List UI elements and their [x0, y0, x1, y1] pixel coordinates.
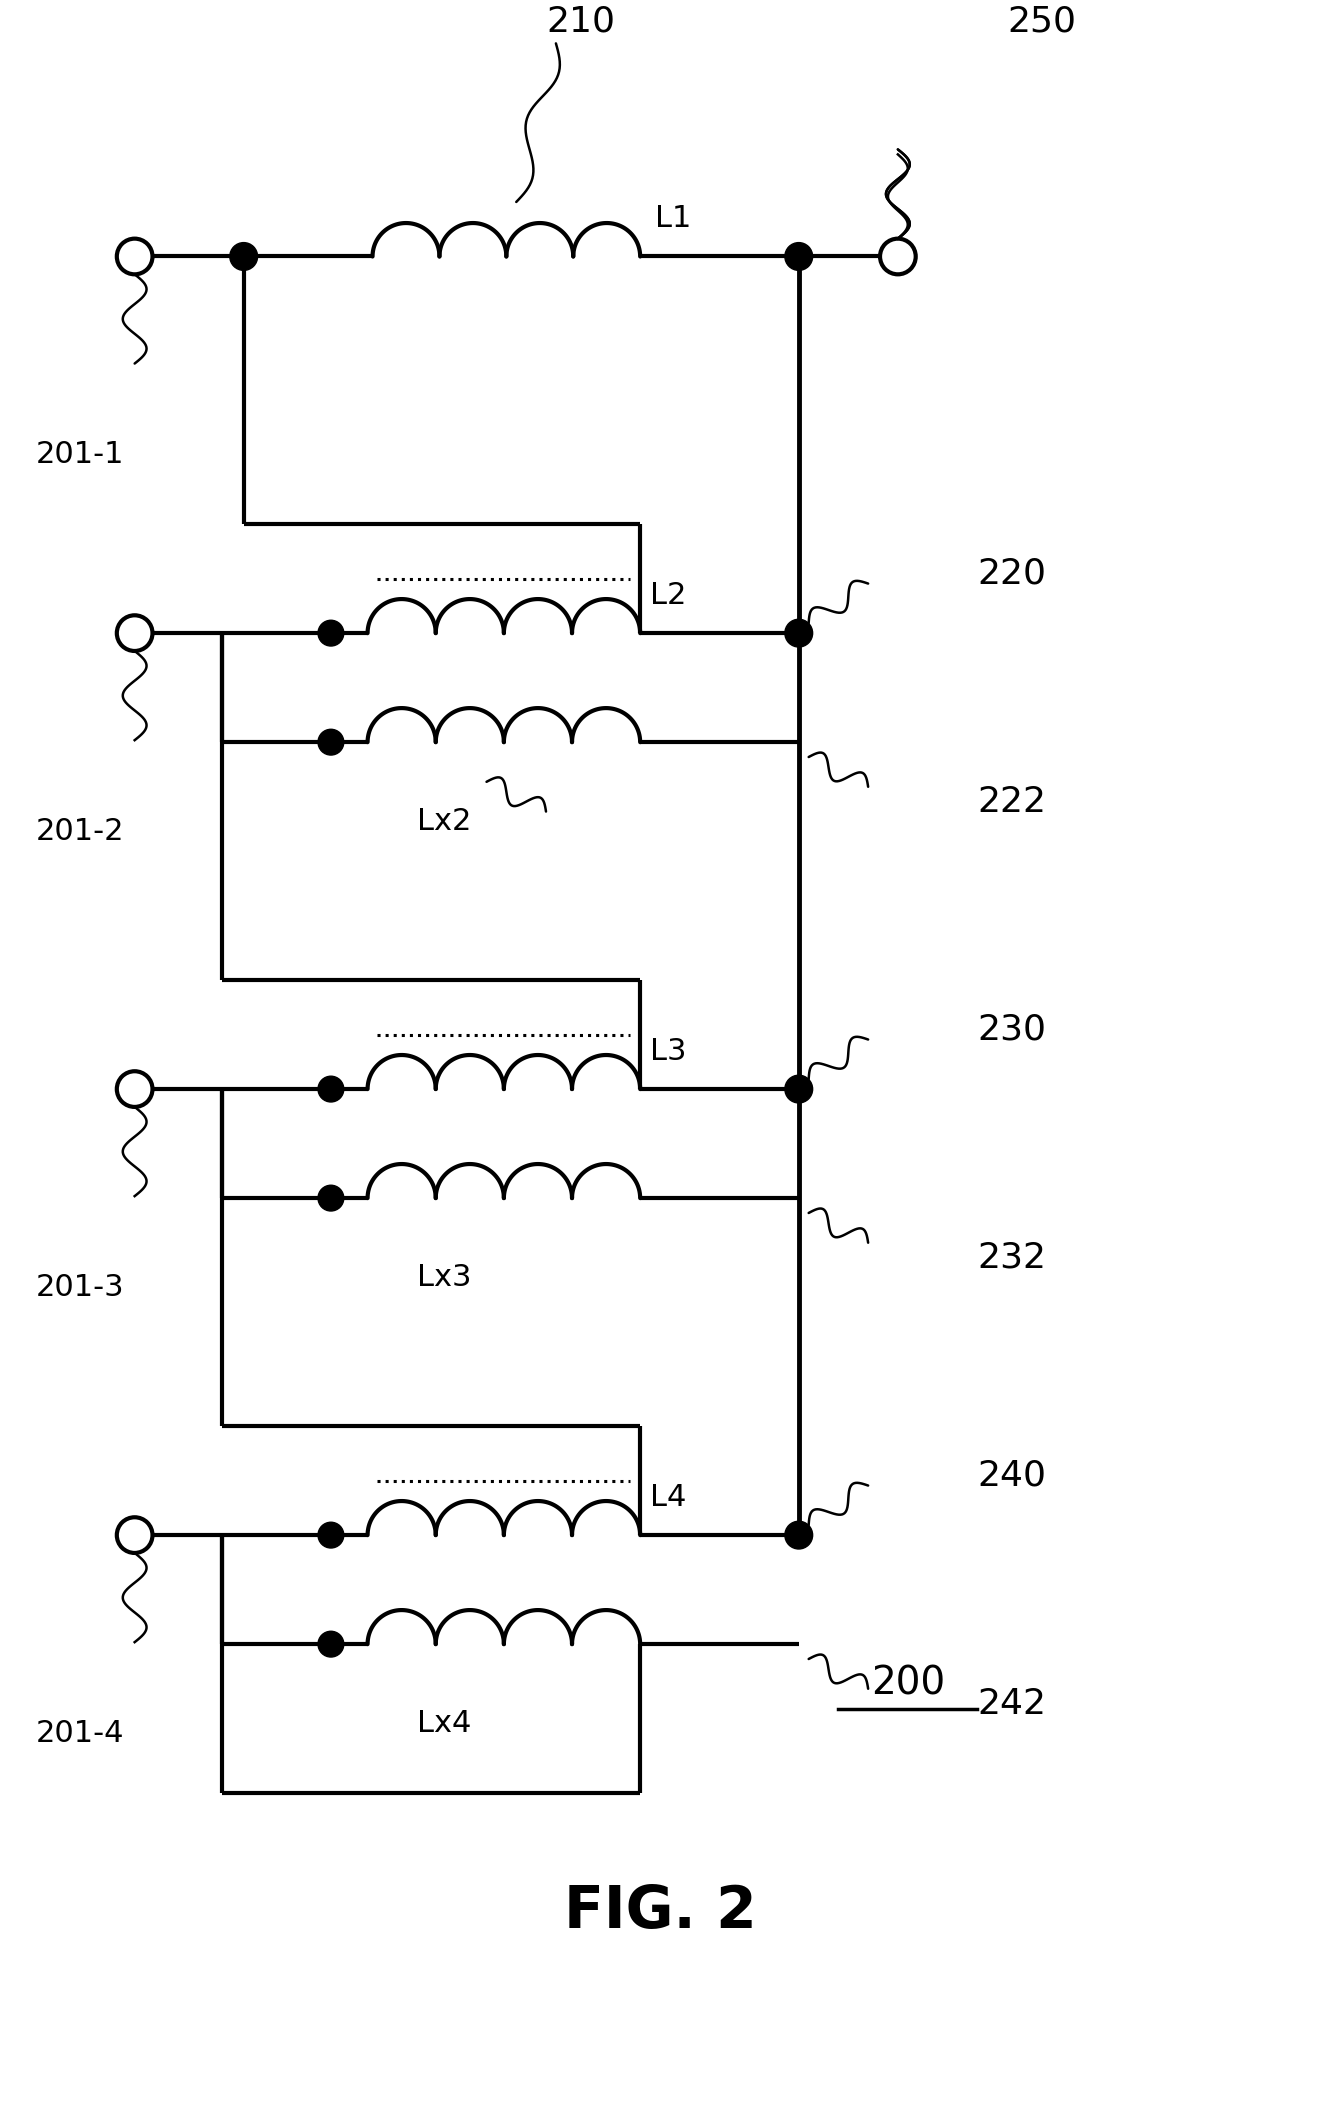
Circle shape	[317, 620, 344, 646]
Text: L2: L2	[651, 580, 686, 610]
Text: L4: L4	[651, 1483, 686, 1513]
Text: 210: 210	[547, 4, 615, 38]
Text: 230: 230	[977, 1013, 1046, 1047]
Circle shape	[317, 1521, 344, 1549]
Circle shape	[229, 243, 258, 270]
Text: 240: 240	[977, 1458, 1046, 1492]
Text: 232: 232	[977, 1241, 1046, 1274]
Circle shape	[785, 1076, 813, 1104]
Text: 222: 222	[977, 785, 1046, 819]
Text: 250: 250	[1008, 4, 1076, 38]
Text: L3: L3	[651, 1036, 686, 1066]
Text: 201-1: 201-1	[36, 441, 124, 468]
Text: 201-2: 201-2	[36, 817, 124, 846]
Circle shape	[317, 1186, 344, 1211]
Text: 200: 200	[871, 1665, 944, 1703]
Text: 242: 242	[977, 1686, 1046, 1720]
Text: FIG. 2: FIG. 2	[564, 1884, 756, 1941]
Circle shape	[317, 1076, 344, 1101]
Circle shape	[785, 243, 813, 270]
Circle shape	[317, 1631, 344, 1656]
Circle shape	[317, 730, 344, 755]
Text: Lx4: Lx4	[417, 1709, 471, 1739]
Text: Lx3: Lx3	[417, 1264, 471, 1291]
Text: L1: L1	[655, 205, 691, 234]
Text: 201-3: 201-3	[36, 1272, 124, 1302]
Circle shape	[785, 618, 813, 648]
Text: 220: 220	[977, 557, 1046, 591]
Text: 201-4: 201-4	[36, 1720, 124, 1747]
Text: Lx2: Lx2	[417, 806, 471, 836]
Circle shape	[785, 1521, 813, 1549]
